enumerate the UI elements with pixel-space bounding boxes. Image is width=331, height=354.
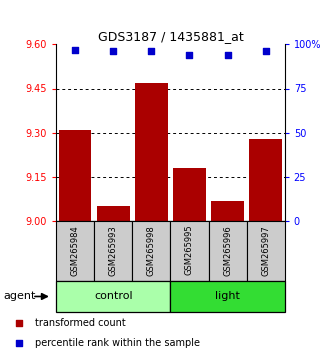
Text: GSM265997: GSM265997 [261, 225, 270, 275]
Text: GSM265984: GSM265984 [71, 225, 80, 275]
Bar [209, 221, 247, 281]
Text: percentile rank within the sample: percentile rank within the sample [35, 338, 200, 348]
Text: GSM265996: GSM265996 [223, 225, 232, 275]
Text: transformed count: transformed count [35, 318, 126, 328]
Bar [170, 281, 285, 312]
Bar [56, 281, 170, 312]
Bar [135, 82, 167, 221]
Bar [56, 221, 94, 281]
Text: control: control [94, 291, 133, 302]
Point [263, 48, 268, 54]
Bar [250, 139, 282, 221]
Bar [170, 221, 209, 281]
Point [17, 340, 22, 346]
Point [225, 52, 230, 58]
Text: GSM265993: GSM265993 [109, 225, 118, 275]
Point [17, 320, 22, 326]
Point [111, 48, 116, 54]
Point [72, 47, 78, 52]
Bar [59, 130, 91, 221]
Point [187, 52, 192, 58]
Text: GSM265998: GSM265998 [147, 225, 156, 275]
Bar [132, 221, 170, 281]
Bar [94, 221, 132, 281]
Bar [247, 221, 285, 281]
Bar [173, 168, 206, 221]
Text: agent: agent [3, 291, 36, 302]
Text: GSM265995: GSM265995 [185, 225, 194, 275]
Point [149, 48, 154, 54]
Title: GDS3187 / 1435881_at: GDS3187 / 1435881_at [98, 30, 243, 43]
Bar [212, 201, 244, 221]
Bar [97, 206, 129, 221]
Text: light: light [215, 291, 240, 302]
